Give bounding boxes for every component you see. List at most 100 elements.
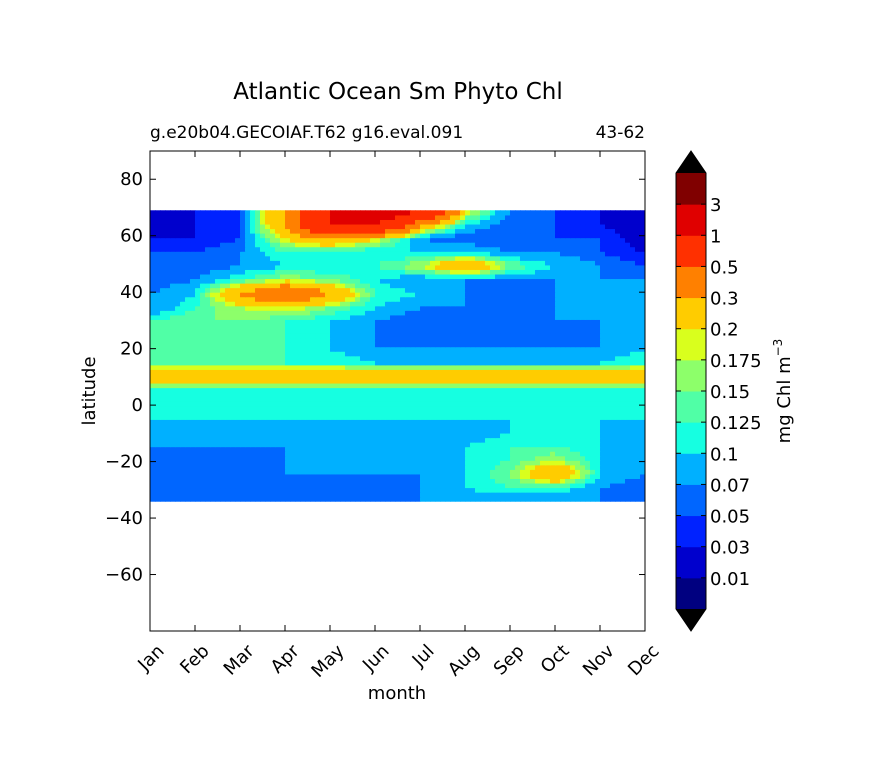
heatmap-cell <box>315 382 321 389</box>
heatmap-cell <box>535 332 541 339</box>
heatmap-cell <box>380 328 386 334</box>
heatmap-cell <box>420 405 426 411</box>
heatmap-cell <box>515 392 521 398</box>
heatmap-cell <box>510 401 516 407</box>
heatmap-cell <box>470 296 476 302</box>
heatmap-cell <box>640 460 645 466</box>
heatmap-cell <box>475 451 481 457</box>
heatmap-cell <box>560 278 566 284</box>
heatmap-cell <box>385 423 391 430</box>
heatmap-cell <box>170 432 176 439</box>
heatmap-cell <box>370 273 376 280</box>
heatmap-cell <box>220 419 226 425</box>
heatmap-cell <box>420 346 426 352</box>
heatmap-cell <box>495 301 501 307</box>
heatmap-cell <box>440 392 446 398</box>
heatmap-cell <box>310 387 316 393</box>
heatmap-cell <box>390 473 396 479</box>
heatmap-cell <box>225 346 231 352</box>
heatmap-cell <box>240 401 246 407</box>
heatmap-cell <box>150 355 156 361</box>
heatmap-cell <box>400 283 406 289</box>
heatmap-cell <box>260 319 266 325</box>
heatmap-cell <box>205 414 211 420</box>
heatmap-cell <box>360 446 366 452</box>
heatmap-cell <box>595 432 601 439</box>
heatmap-cell <box>570 351 576 357</box>
heatmap-cell <box>555 382 561 389</box>
heatmap-cell <box>325 487 331 493</box>
heatmap-cell <box>390 396 396 402</box>
heatmap-cell <box>395 273 401 280</box>
heatmap-cell <box>395 310 401 316</box>
heatmap-cell <box>315 360 321 366</box>
heatmap-cell <box>635 373 641 380</box>
heatmap-cell <box>380 487 386 493</box>
heatmap-cell <box>565 283 571 289</box>
heatmap-cell <box>300 401 306 407</box>
heatmap-cell <box>540 369 546 375</box>
heatmap-cell <box>195 460 201 466</box>
heatmap-cell <box>630 432 636 439</box>
heatmap-cell <box>295 292 301 298</box>
heatmap-cell <box>495 432 501 439</box>
heatmap-cell <box>160 301 166 307</box>
heatmap-cell <box>585 296 591 302</box>
heatmap-cell <box>240 369 246 375</box>
heatmap-cell <box>395 419 401 425</box>
heatmap-cell <box>400 451 406 457</box>
heatmap-cell <box>425 314 431 320</box>
heatmap-cell <box>215 310 221 316</box>
heatmap-cell <box>590 414 596 420</box>
heatmap-cell <box>280 351 286 357</box>
heatmap-cell <box>270 319 276 325</box>
heatmap-cell <box>430 401 436 407</box>
heatmap-cell <box>420 323 426 330</box>
heatmap-cell <box>625 382 631 389</box>
heatmap-cell <box>205 432 211 439</box>
heatmap-cell <box>285 496 291 502</box>
heatmap-cell <box>380 355 386 361</box>
heatmap-cell <box>600 319 606 325</box>
heatmap-cell <box>535 410 541 416</box>
heatmap-cell <box>260 310 266 316</box>
heatmap-cell <box>225 296 231 302</box>
heatmap-cell <box>380 437 386 443</box>
heatmap-cell <box>240 351 246 357</box>
heatmap-cell <box>455 455 461 461</box>
heatmap-cell <box>610 332 616 339</box>
heatmap-cell <box>215 337 221 343</box>
heatmap-cell <box>315 432 321 439</box>
heatmap-cell <box>385 392 391 398</box>
heatmap-cell <box>460 446 466 452</box>
heatmap-cell <box>470 419 476 425</box>
heatmap-cell <box>630 382 636 389</box>
heatmap-cell <box>535 492 541 498</box>
heatmap-cell <box>630 310 636 316</box>
heatmap-cell <box>500 342 506 348</box>
heatmap-cell <box>215 423 221 430</box>
heatmap-cell <box>560 301 566 307</box>
heatmap-cell <box>640 360 645 366</box>
heatmap-cell <box>275 487 281 493</box>
heatmap-cell <box>605 296 611 302</box>
heatmap-cell <box>420 401 426 407</box>
heatmap-cell <box>215 364 221 370</box>
heatmap-cell <box>210 273 216 280</box>
heatmap-cell <box>380 364 386 370</box>
heatmap-cell <box>150 323 156 330</box>
heatmap-cell <box>615 446 621 452</box>
heatmap-cell <box>415 296 421 302</box>
heatmap-cell <box>440 364 446 370</box>
heatmap-cell <box>300 382 306 389</box>
heatmap-cell <box>275 278 281 284</box>
heatmap-cell <box>570 355 576 361</box>
heatmap-cell <box>390 369 396 375</box>
heatmap-cell <box>155 414 161 420</box>
heatmap-cell <box>480 319 486 325</box>
heatmap-cell <box>235 314 241 320</box>
heatmap-cell <box>625 432 631 439</box>
heatmap-cell <box>545 473 551 479</box>
heatmap-cell <box>225 405 231 411</box>
heatmap-cell <box>230 469 236 475</box>
